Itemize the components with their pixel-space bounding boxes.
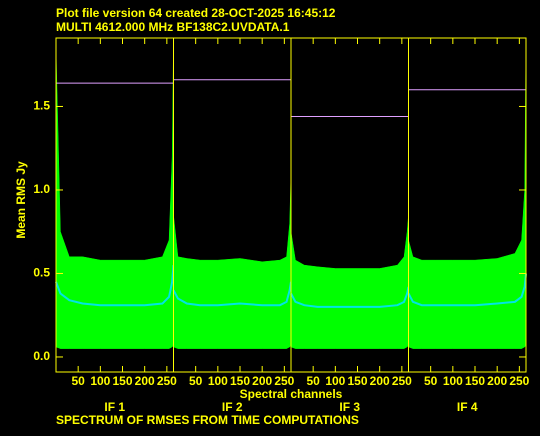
header-line: MULTI 4612.000 MHz BF138C2.UVDATA.1: [56, 20, 290, 34]
x-tick-label: 250: [509, 374, 529, 388]
x-tick-label: 250: [392, 374, 412, 388]
plot-frame: [55, 37, 527, 373]
x-tick-label: 200: [135, 374, 155, 388]
y-tick-label: 0.5: [33, 266, 50, 280]
x-tick-label: 150: [230, 374, 250, 388]
x-tick-label: 50: [71, 374, 85, 388]
x-axis-label: Spectral channels: [240, 387, 343, 401]
footer: SPECTRUM OF RMSES FROM TIME COMPUTATIONS: [56, 413, 359, 427]
x-tick-label: 150: [347, 374, 367, 388]
panel-label: IF 1: [104, 400, 125, 414]
y-tick-label: 0.0: [33, 349, 50, 363]
y-axis-label: Mean RMS Jy: [14, 161, 28, 239]
x-tick-label: 100: [443, 374, 463, 388]
x-tick-label: 50: [424, 374, 438, 388]
x-tick-label: 150: [465, 374, 485, 388]
x-tick-label: 100: [325, 374, 345, 388]
y-tick-label: 1.0: [33, 182, 50, 196]
mean-line: [290, 286, 410, 308]
x-tick-label: 250: [274, 374, 294, 388]
panel-label: IF 2: [222, 400, 243, 414]
mean-line: [55, 265, 175, 307]
panel-label: IF 3: [339, 400, 360, 414]
x-tick-label: 50: [306, 374, 320, 388]
mean-line: [172, 281, 292, 307]
x-tick-label: 200: [487, 374, 507, 388]
x-tick-label: 100: [208, 374, 228, 388]
x-tick-label: 250: [157, 374, 177, 388]
mean-line: [407, 273, 527, 307]
x-tick-label: 200: [252, 374, 272, 388]
x-tick-label: 200: [370, 374, 390, 388]
rms-band: [173, 173, 292, 349]
x-tick-label: 50: [189, 374, 203, 388]
y-tick-label: 1.5: [33, 99, 50, 113]
header-line: Plot file version 64 created 28-OCT-2025…: [56, 6, 336, 20]
rms-band: [290, 215, 409, 349]
x-tick-label: 100: [90, 374, 110, 388]
panel-label: IF 4: [457, 400, 478, 414]
x-tick-label: 150: [112, 374, 132, 388]
